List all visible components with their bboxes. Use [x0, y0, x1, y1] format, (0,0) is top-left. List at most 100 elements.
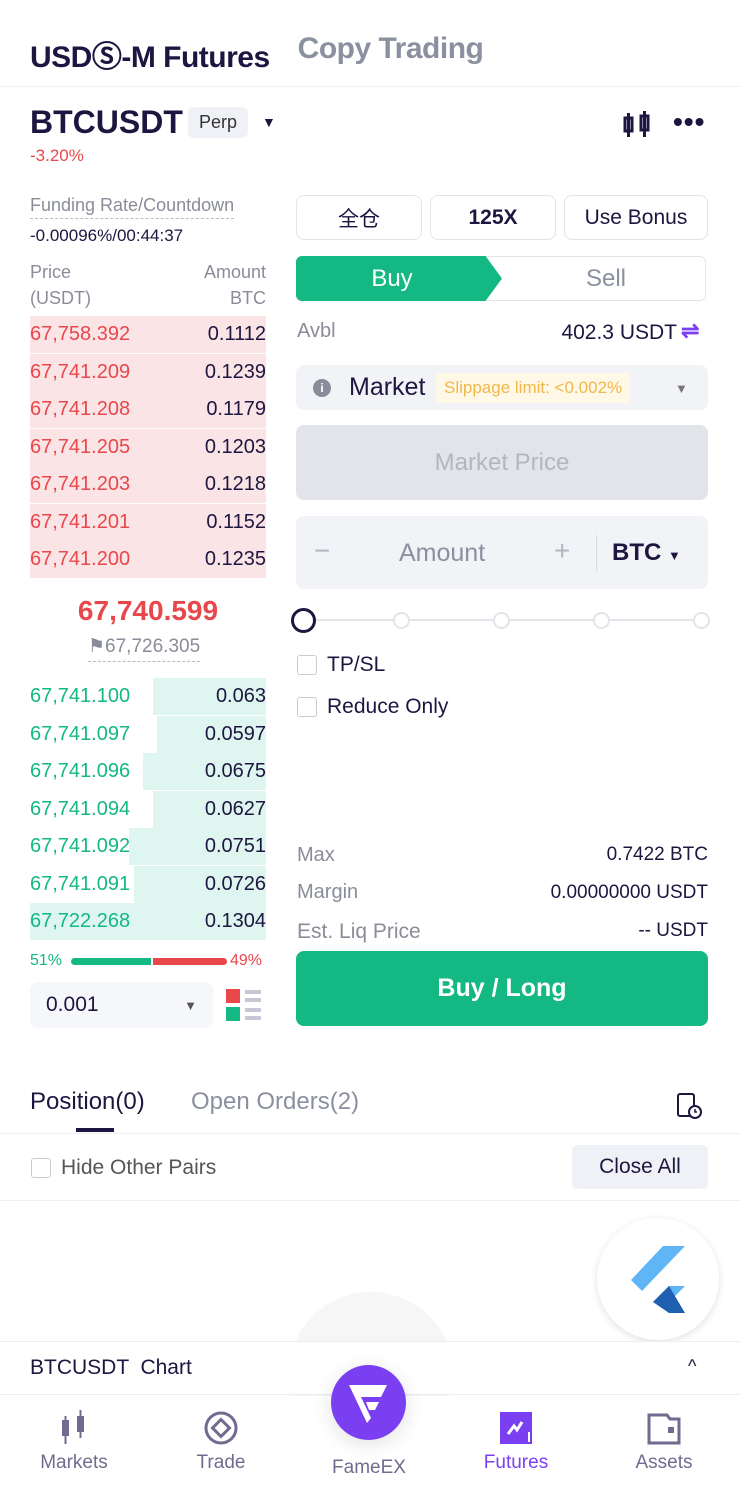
buy-ratio-fill	[71, 958, 151, 965]
tab-indicator	[76, 1128, 114, 1132]
nav-fameex[interactable]: FameEX	[332, 1457, 406, 1478]
transfer-icon[interactable]: ⇌	[681, 318, 700, 343]
fameex-logo-button[interactable]	[331, 1365, 406, 1440]
price: 67,741.094	[30, 797, 131, 820]
orderbook-layout-icon[interactable]	[226, 987, 262, 1023]
hide-other-pairs-label: Hide Other Pairs	[61, 1156, 217, 1179]
close-all-button[interactable]: Close All	[572, 1145, 708, 1189]
order-history-icon[interactable]	[676, 1092, 702, 1120]
bids-row[interactable]: 67,741.100 0.063	[30, 678, 266, 715]
symbol-dropdown-icon[interactable]: ▼	[262, 114, 276, 130]
sell-tab[interactable]: Sell	[585, 264, 627, 292]
flutter-logo-icon	[631, 1246, 685, 1313]
buy-long-button[interactable]: Buy / Long	[296, 951, 708, 1026]
avbl-label: Avbl	[297, 320, 336, 342]
tpsl-label: TP/SL	[327, 653, 386, 676]
depth-bar	[30, 903, 266, 940]
tab-open-orders[interactable]: Open Orders(2)	[191, 1088, 360, 1115]
nav-trade[interactable]: Trade	[166, 1410, 276, 1474]
mark-price[interactable]: ⚑67,726.305	[88, 635, 201, 662]
price: 67,741.203	[30, 473, 131, 495]
depth-bar	[30, 503, 266, 541]
price: 67,741.200	[30, 548, 131, 570]
chevron-down-icon: ▼	[668, 548, 681, 563]
amount: 0.1152	[206, 510, 266, 533]
info-icon[interactable]: i	[313, 379, 331, 397]
amount: 0.1304	[204, 910, 266, 932]
asks-row[interactable]: 67,741.200 0.1235	[30, 541, 266, 578]
tpsl-checkbox[interactable]	[297, 655, 317, 675]
order-type-label: Market	[349, 373, 426, 401]
price: 67,741.201	[30, 510, 131, 533]
depth-bar	[30, 353, 266, 391]
chart-bar-label: BTCUSDT Chart	[30, 1356, 192, 1379]
more-icon[interactable]: •••	[673, 106, 706, 137]
trade-icon	[204, 1411, 238, 1445]
depth-bar	[30, 541, 266, 578]
buy-sell-ratio-bar	[71, 958, 227, 965]
asks-row[interactable]: 67,741.209 0.1239	[30, 353, 266, 391]
chevron-down-icon: ▼	[184, 997, 197, 1013]
futures-icon	[500, 1412, 532, 1444]
funding-label[interactable]: Funding Rate/Countdown	[30, 195, 235, 219]
amount-unit-select[interactable]: BTC ▼	[612, 539, 681, 566]
bids-row[interactable]: 67,741.096 0.0675	[30, 753, 266, 790]
chevron-up-icon[interactable]: ^	[688, 1356, 697, 1376]
depth-bar	[157, 715, 266, 753]
amount: 0.0597	[204, 722, 266, 745]
price: 67,741.209	[30, 360, 131, 383]
divider	[0, 86, 740, 87]
slider-tick[interactable]	[393, 612, 410, 629]
bids-row[interactable]: 67,741.091 0.0726	[30, 865, 266, 903]
increase-button[interactable]: +	[554, 535, 571, 566]
price: 67,741.096	[30, 760, 131, 782]
candlestick-icon[interactable]	[622, 111, 652, 139]
liq-price-label: Est. Liq Price	[297, 920, 421, 943]
depth-bar	[30, 466, 266, 503]
depth-bar	[30, 391, 266, 428]
amount-header: Amount BTC	[203, 262, 266, 308]
asks-row[interactable]: 67,741.208 0.1179	[30, 391, 266, 428]
sell-ratio-fill	[152, 958, 227, 965]
bids-row[interactable]: 67,741.097 0.0597	[30, 715, 266, 753]
buy-tab[interactable]: Buy	[296, 256, 502, 301]
max-label: Max	[297, 844, 335, 866]
wallet-icon	[647, 1413, 681, 1445]
divider	[0, 1200, 740, 1201]
margin-mode-button[interactable]: 全仓	[296, 195, 422, 240]
amount-input-box	[296, 516, 708, 589]
margin-value: 0.00000000 USDT	[550, 882, 708, 903]
amount: 0.0751	[204, 835, 266, 857]
asks-row[interactable]: 67,758.392 0.1112	[30, 316, 266, 353]
symbol-name[interactable]: BTCUSDT	[30, 104, 183, 140]
bids-row[interactable]: 67,722.268 0.1304	[30, 903, 266, 940]
bids-row[interactable]: 67,741.094 0.0627	[30, 790, 266, 828]
amount: 0.0627	[204, 797, 266, 820]
precision-select[interactable]: 0.001 ▼	[30, 982, 213, 1028]
bids-row[interactable]: 67,741.092 0.0751	[30, 828, 266, 865]
leverage-button[interactable]: 125X	[430, 195, 556, 240]
floating-flutter-button[interactable]	[597, 1218, 719, 1340]
nav-assets[interactable]: Assets	[609, 1410, 719, 1474]
price-header: Price (USDT)	[30, 262, 91, 308]
decrease-button[interactable]: −	[314, 535, 331, 566]
reduce-only-checkbox[interactable]	[297, 697, 317, 717]
price: 67,741.100	[30, 685, 131, 707]
use-bonus-button[interactable]: Use Bonus	[564, 195, 708, 240]
tab-usdm-futures[interactable]: USDⓈ-M Futures	[30, 41, 270, 74]
slider-tick[interactable]	[693, 612, 710, 629]
amount-input[interactable]: Amount	[399, 539, 486, 567]
asks-row[interactable]: 67,741.201 0.1152	[30, 503, 266, 541]
tab-copy-trading[interactable]: Copy Trading	[297, 32, 484, 65]
slider-handle[interactable]	[291, 608, 316, 633]
tab-position[interactable]: Position(0)	[30, 1088, 145, 1115]
nav-futures[interactable]: Futures	[461, 1410, 571, 1474]
nav-markets[interactable]: Markets	[19, 1410, 129, 1474]
asks-row[interactable]: 67,741.205 0.1203	[30, 428, 266, 466]
asks-row[interactable]: 67,741.203 0.1218	[30, 466, 266, 503]
hide-other-pairs-checkbox[interactable]	[31, 1158, 51, 1178]
slider-tick[interactable]	[493, 612, 510, 629]
slider-tick[interactable]	[593, 612, 610, 629]
amount: 0.1179	[206, 398, 266, 420]
perp-badge: Perp	[188, 107, 249, 138]
